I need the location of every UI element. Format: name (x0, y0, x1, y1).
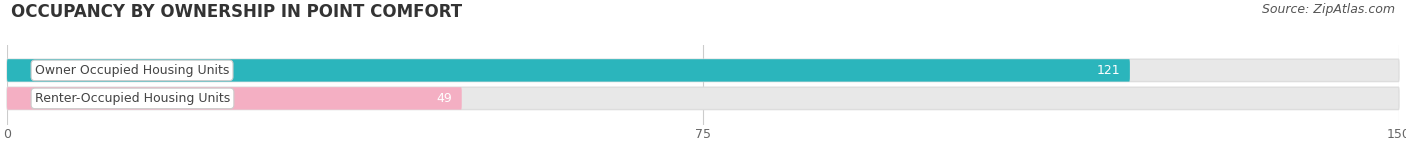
Text: Renter-Occupied Housing Units: Renter-Occupied Housing Units (35, 92, 231, 105)
Text: Owner Occupied Housing Units: Owner Occupied Housing Units (35, 64, 229, 77)
Text: 121: 121 (1097, 64, 1121, 77)
Text: OCCUPANCY BY OWNERSHIP IN POINT COMFORT: OCCUPANCY BY OWNERSHIP IN POINT COMFORT (11, 3, 463, 21)
Text: Source: ZipAtlas.com: Source: ZipAtlas.com (1261, 3, 1395, 16)
Text: 49: 49 (437, 92, 453, 105)
FancyBboxPatch shape (7, 59, 1399, 82)
FancyBboxPatch shape (7, 87, 461, 110)
FancyBboxPatch shape (7, 59, 1130, 82)
FancyBboxPatch shape (7, 87, 1399, 110)
